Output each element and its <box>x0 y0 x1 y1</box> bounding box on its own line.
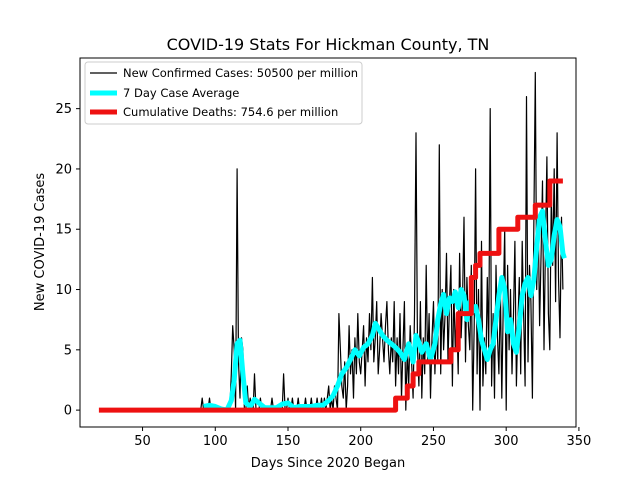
y-tick-label: 15 <box>55 223 72 238</box>
plot-frame <box>79 57 577 428</box>
y-tick-label: 25 <box>55 102 72 117</box>
y-tick-label: 20 <box>55 162 72 177</box>
legend-box <box>84 61 363 125</box>
chart-title: COVID-19 Stats For Hickman County, TN <box>167 35 490 54</box>
legend-label-cumulative-deaths: Cumulative Deaths: 754.6 per million <box>123 105 338 119</box>
legend-label-new-cases: New Confirmed Cases: 50500 per million <box>123 66 358 80</box>
x-tick-label: 250 <box>421 434 446 449</box>
legend-label-7day-average: 7 Day Case Average <box>123 86 239 100</box>
x-tick-label: 350 <box>566 434 591 449</box>
y-axis-title: New COVID-19 Cases <box>33 173 48 311</box>
y-tick-label: 5 <box>64 343 72 358</box>
y-tick-label: 0 <box>64 404 72 419</box>
x-tick-label: 300 <box>494 434 519 449</box>
x-axis-title: Days Since 2020 Began <box>251 456 406 471</box>
x-tick-label: 150 <box>276 434 301 449</box>
series-line-cumulative-deaths <box>98 178 563 413</box>
series-layer <box>98 71 567 413</box>
y-tick-label: 10 <box>55 283 72 298</box>
x-tick-label: 50 <box>134 434 151 449</box>
legend: New Confirmed Cases: 50500 per million 7… <box>84 61 363 125</box>
y-axis: 0 5 10 15 20 25 <box>55 102 80 419</box>
x-axis: 50 100 150 200 250 300 350 <box>134 427 591 449</box>
x-tick-label: 100 <box>203 434 228 449</box>
x-tick-label: 200 <box>348 434 373 449</box>
